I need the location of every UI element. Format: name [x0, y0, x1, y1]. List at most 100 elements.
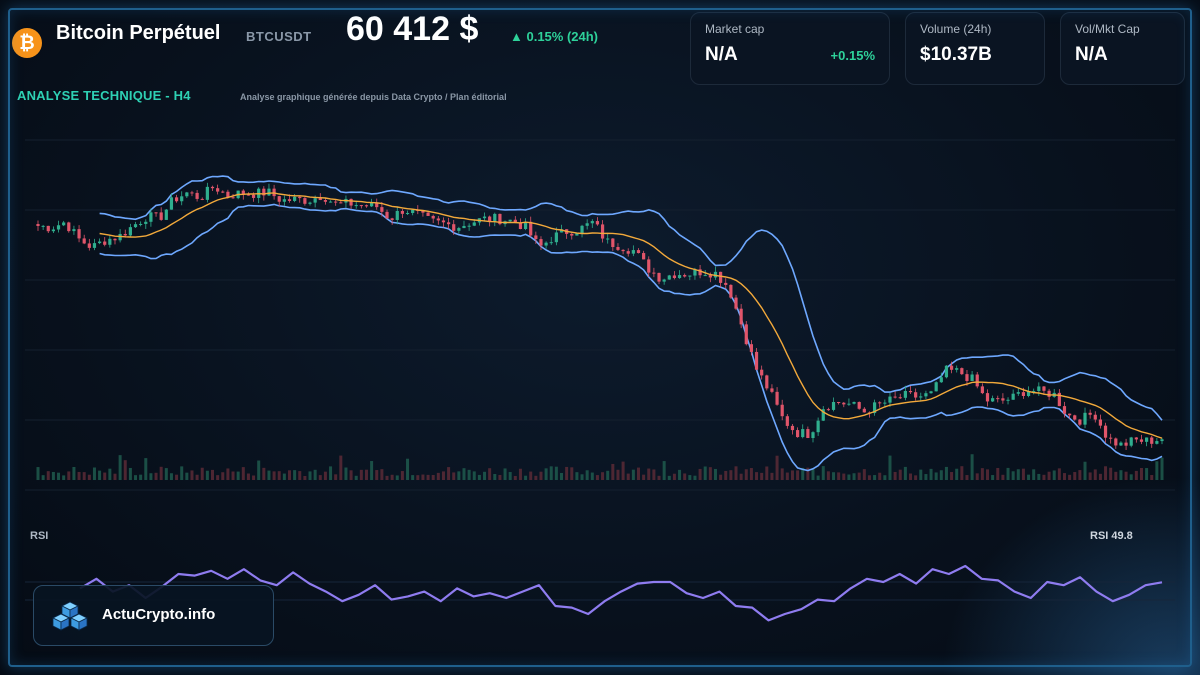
candle-body-201	[1068, 413, 1072, 416]
volume-bar-196	[1042, 474, 1046, 480]
candle-63	[359, 204, 363, 209]
candle-201	[1068, 413, 1072, 419]
candle-body-212	[1124, 442, 1128, 446]
volume-bar-200	[1062, 473, 1066, 480]
candle-70	[395, 206, 399, 225]
volume-bar-52	[303, 475, 307, 480]
candle-body-11	[92, 243, 97, 248]
volume-bar-60	[344, 467, 348, 480]
candle-209	[1109, 433, 1113, 444]
volume-bar-35	[216, 475, 220, 480]
candle-body-213	[1129, 437, 1133, 446]
candle-body-145	[780, 404, 784, 417]
vol-mkt-cap-value: N/A	[1075, 44, 1108, 65]
candle-body-178	[949, 365, 954, 370]
candle-body-92	[508, 219, 512, 222]
candle-body-175	[934, 382, 938, 392]
candle-19	[133, 221, 138, 229]
volume-bar-132	[713, 468, 717, 480]
candle-body-48	[282, 199, 286, 202]
bitcoin-icon: ₿	[12, 28, 42, 58]
candle-187	[996, 395, 1000, 403]
volume-bar-156	[837, 472, 841, 480]
candle-134	[724, 278, 728, 289]
header: ₿ Bitcoin Perpétuel BTCUSDT 60 412 $ ▲ 0…	[0, 0, 1200, 85]
candle-122	[662, 278, 666, 285]
candle-body-58	[334, 201, 338, 203]
candle-43	[257, 187, 261, 204]
candle-body-169	[903, 390, 907, 398]
volume-bar-107	[585, 470, 589, 480]
candle-118	[642, 250, 646, 260]
candle-body-151	[811, 432, 815, 439]
candle-body-98	[539, 239, 543, 246]
volume-bar-127	[688, 475, 692, 480]
volume-bar-146	[785, 472, 789, 480]
volume-bar-111	[606, 470, 610, 480]
volume-bar-2	[46, 471, 50, 480]
candle-184	[980, 383, 984, 395]
volume-bar-13	[103, 472, 107, 480]
candle-body-41	[246, 194, 251, 196]
volume-value: $10.37B	[920, 44, 992, 65]
volume-bar-16	[118, 455, 122, 480]
volume-bar-109	[595, 475, 599, 480]
volume-bar-148	[796, 470, 800, 480]
candle-190	[1011, 389, 1015, 400]
candle-body-97	[534, 235, 538, 240]
volume-bar-131	[708, 467, 712, 480]
candle-body-54	[313, 198, 317, 203]
candle-body-176	[939, 377, 943, 383]
candle-147	[790, 423, 795, 435]
volume-bar-100	[549, 466, 553, 480]
volume-bar-114	[621, 461, 625, 480]
volume-bar-105	[575, 472, 579, 480]
volume-bar-110	[601, 472, 605, 480]
volume-bar-185	[985, 469, 989, 480]
candle-body-89	[493, 213, 497, 222]
candle-body-191	[1016, 392, 1020, 394]
candle-104	[570, 232, 574, 240]
volume-bar-41	[246, 473, 250, 480]
candle-102	[559, 224, 564, 233]
candle-body-114	[621, 249, 625, 252]
candle-body-0	[36, 224, 40, 227]
candle-189	[1006, 397, 1010, 405]
candle-body-147	[790, 425, 795, 431]
brand-badge[interactable]: ActuCrypto.info	[33, 585, 274, 646]
candle-89	[493, 212, 497, 227]
volume-bar-95	[524, 475, 528, 480]
candle-145	[780, 399, 784, 421]
cube-stack-icon	[52, 601, 88, 631]
candle-body-62	[354, 205, 358, 207]
volume-bar-51	[298, 471, 302, 480]
volume-bar-29	[185, 472, 189, 480]
volume-bar-178	[950, 472, 954, 480]
volume-bar-197	[1047, 471, 1051, 480]
volume-bar-213	[1129, 474, 1133, 480]
candle-25	[164, 208, 168, 220]
candle-83	[462, 220, 466, 229]
candle-20	[139, 221, 143, 227]
volume-bar-155	[832, 472, 836, 480]
candle-215	[1139, 434, 1144, 445]
volume-bar-123	[667, 475, 671, 480]
candle-body-144	[775, 391, 779, 405]
volume-bar-4	[57, 472, 61, 480]
candle-body-196	[1042, 386, 1046, 391]
candle-body-161	[862, 408, 866, 413]
candle-138	[744, 321, 748, 346]
candle-body-42	[251, 194, 256, 198]
volume-bar-30	[190, 470, 194, 480]
candle-body-156	[837, 401, 841, 403]
volume-bar-119	[647, 468, 651, 480]
volume-bar-211	[1119, 470, 1123, 480]
candle-body-50	[293, 196, 297, 201]
candle-body-49	[287, 199, 292, 201]
volume-bar-54	[313, 469, 317, 480]
candle-174	[929, 390, 933, 394]
candle-body-199	[1057, 392, 1061, 407]
candle-body-35	[216, 188, 220, 192]
candle-156	[837, 401, 841, 405]
volume-bar-115	[626, 473, 630, 480]
